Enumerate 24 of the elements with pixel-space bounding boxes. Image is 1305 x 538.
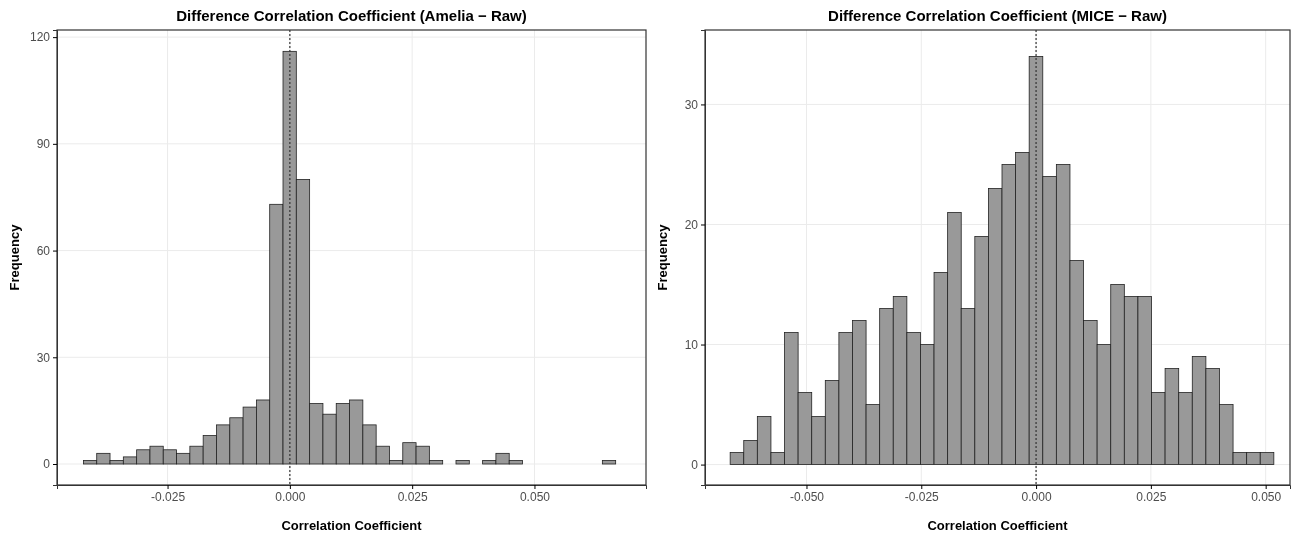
- y-tick-label: 120: [29, 30, 51, 45]
- y-tick-label: 60: [36, 243, 51, 258]
- x-tick-label: 0.000: [1021, 489, 1052, 504]
- x-tick-label: 0.025: [1136, 489, 1167, 504]
- y-tick-label: 30: [684, 97, 699, 112]
- x-tick-label: 0.050: [1251, 489, 1282, 504]
- y-tick-label: 0: [691, 457, 699, 472]
- chart-title: Difference Correlation Coefficient (Amelia − Raw): [176, 7, 527, 24]
- y-tick-label: 10: [684, 337, 699, 352]
- y-tick-label: 30: [36, 350, 51, 365]
- y-tick-label: 20: [684, 217, 699, 232]
- x-axis-title: Correlation Coefficient: [927, 518, 1069, 533]
- x-tick-label: 0.025: [397, 489, 428, 504]
- y-axis-title: Frequency: [7, 223, 22, 291]
- chart-title: Difference Correlation Coefficient (MICE − Raw): [828, 7, 1167, 24]
- x-tick-label: 0.000: [275, 489, 306, 504]
- x-tick-label: -0.025: [151, 489, 186, 504]
- x-tick-label: -0.050: [789, 489, 825, 504]
- y-axis-title: Frequency: [655, 223, 670, 291]
- y-tick-label: 90: [36, 137, 51, 152]
- x-tick-label: -0.025: [904, 489, 940, 504]
- y-tick-label: 0: [43, 457, 51, 472]
- x-axis-title: Correlation Coefficient: [281, 518, 423, 533]
- x-tick-label: 0.050: [519, 489, 551, 504]
